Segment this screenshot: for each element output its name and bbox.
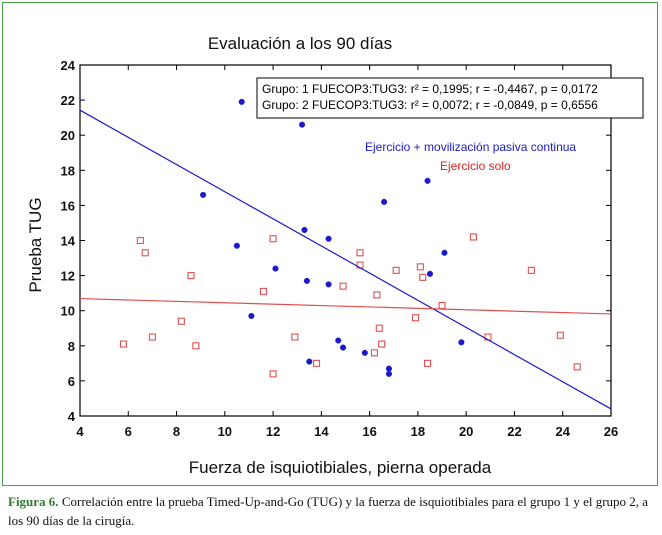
data-point-ejercicio-solo [339,282,347,290]
plot-area [79,64,612,417]
data-point-ejercicio-mpc [238,98,245,105]
x-tick-label: 8 [173,424,180,439]
data-point-ejercicio-mpc [272,265,279,272]
x-tick-label: 10 [218,424,232,439]
data-point-ejercicio-mpc [424,177,431,184]
legend-label-ejercicio-solo: Ejercicio solo [440,159,511,173]
y-tick-label: 18 [61,163,75,178]
data-point-ejercicio-mpc [306,358,313,365]
x-axis-label: Fuerza de isquiotibiales, pierna operada [189,458,492,477]
data-point-ejercicio-solo [356,249,364,257]
data-point-ejercicio-solo [192,342,200,350]
data-point-ejercicio-mpc [458,339,465,346]
fit-line-ejercicio-solo [79,297,612,315]
data-point-ejercicio-solo [469,233,477,241]
y-tick-label: 16 [61,198,75,213]
data-point-ejercicio-mpc [340,344,347,351]
stats-box [256,77,644,119]
caption-text: Correlación entre la prueba Timed-Up-and… [8,494,649,528]
data-point-ejercicio-solo [136,236,144,245]
data-point-ejercicio-solo [419,273,427,281]
data-point-ejercicio-mpc [441,249,448,256]
data-point-ejercicio-solo [119,340,127,348]
data-point-ejercicio-solo [416,263,424,271]
data-point-ejercicio-mpc [325,235,332,242]
y-tick-label: 8 [68,339,75,354]
y-tick-label: 6 [68,374,75,389]
data-point-ejercicio-mpc [385,365,392,372]
data-point-ejercicio-solo [392,266,400,274]
data-point-ejercicio-mpc [361,349,368,356]
stats-line-group2: Grupo: 2 FUECOP3:TUG3: r² = 0,0072; r = … [262,98,598,112]
data-point-ejercicio-mpc [426,270,434,277]
data-point-ejercicio-solo [148,333,156,341]
x-tick-label: 12 [266,424,280,439]
y-tick-label: 4 [68,409,76,424]
x-tick-label: 22 [507,424,521,439]
x-tick-label: 24 [555,424,570,439]
data-point-ejercicio-solo [177,317,185,325]
y-axis-label: Prueba TUG [26,197,45,292]
data-point-ejercicio-solo [312,359,321,367]
y-tick-label: 12 [61,269,75,284]
data-point-ejercicio-solo [291,333,299,341]
data-point-ejercicio-mpc [303,277,310,284]
x-tick-label: 14 [314,424,329,439]
scatter-chart: 4 6 8 10 12 14 16 18 20 22 24 26 4 6 8 10 12 14 16 18 20 22 24… [26,34,644,477]
data-point-ejercicio-solo [424,359,432,367]
data-point-ejercicio-solo [269,235,277,243]
data-point-ejercicio-solo [411,314,420,322]
chart-title: Evaluación a los 90 días [208,34,392,53]
data-point-ejercicio-solo [259,287,267,295]
x-tick-label: 4 [76,424,84,439]
data-point-ejercicio-solo [269,370,277,378]
data-point-ejercicio-solo [573,363,581,371]
fit-line-ejercicio-mpc [79,109,612,410]
data-point-ejercicio-solo [187,272,195,280]
data-point-ejercicio-solo [370,349,379,357]
data-point-ejercicio-solo [375,324,383,332]
data-point-ejercicio-solo [373,291,381,299]
x-tick-label: 26 [604,424,618,439]
data-point-ejercicio-solo [527,266,535,274]
y-tick-label: 10 [61,304,75,319]
stats-line-group1: Grupo: 1 FUECOP3:TUG3: r² = 0,1995; r = … [262,82,598,96]
data-point-ejercicio-mpc [385,370,392,377]
y-tick-label: 22 [61,93,75,108]
data-point-ejercicio-mpc [335,337,342,344]
data-point-ejercicio-solo [141,249,149,257]
data-point-ejercicio-mpc [248,312,255,320]
data-point-ejercicio-mpc [325,281,332,288]
data-point-ejercicio-mpc [233,242,240,249]
y-tick-label: 14 [61,234,76,249]
caption-label: Figura 6. [8,494,59,509]
x-tick-label: 16 [362,424,376,439]
figure-frame: 4 6 8 10 12 14 16 18 20 22 24 26 4 6 8 10 12 14 16 18 20 22 24… [2,2,658,486]
data-point-ejercicio-mpc [299,121,306,128]
y-tick-label: 20 [61,128,75,143]
data-point-ejercicio-solo [556,331,564,339]
data-point-ejercicio-mpc [301,226,308,234]
data-point-ejercicio-mpc [200,191,207,198]
x-tick-label: 18 [411,424,425,439]
data-point-ejercicio-mpc [381,198,388,205]
x-tick-label: 20 [459,424,473,439]
data-point-ejercicio-solo [378,340,386,348]
x-tick-label: 6 [125,424,132,439]
figure-caption: Figura 6. Correlación entre la prueba Ti… [8,492,656,530]
legend-label-ejercicio-mpc: Ejercicio + movilización pasiva continua [365,140,576,154]
data-point-ejercicio-solo [438,301,446,309]
y-tick-label: 24 [61,58,76,73]
